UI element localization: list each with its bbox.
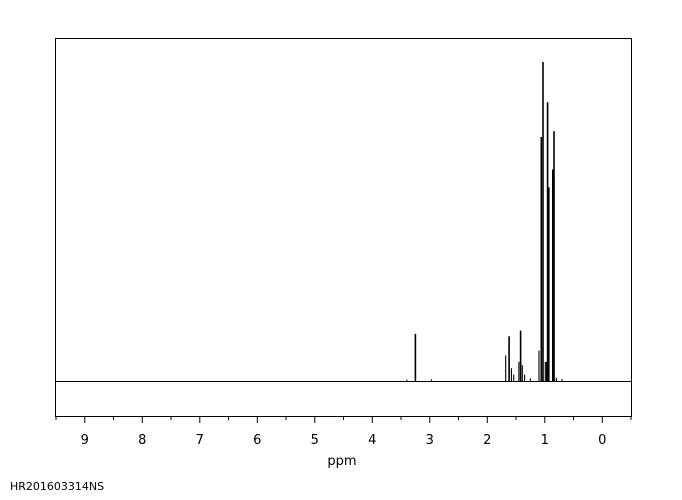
sample-id-label: HR201603314NS [10,480,105,493]
x-tick-label: 4 [368,433,376,448]
plot-frame [55,38,632,417]
spectrum-peaks [406,62,563,381]
x-axis-ticks: 9 8 7 6 5 4 3 2 1 0 [55,416,632,448]
x-tick-label: 5 [311,433,319,448]
x-tick-label: 3 [426,433,434,448]
x-tick-label: 7 [196,433,204,448]
nmr-spectrum-chart: 9 8 7 6 5 4 3 2 1 0 ppm [55,38,632,469]
x-axis-label: ppm [327,454,356,469]
x-tick-label: 8 [138,433,146,448]
x-tick-label: 0 [598,433,606,448]
x-tick-label: 2 [483,433,491,448]
x-tick-label: 9 [81,433,89,448]
x-tick-label: 6 [253,433,261,448]
x-tick-label: 1 [541,433,549,448]
